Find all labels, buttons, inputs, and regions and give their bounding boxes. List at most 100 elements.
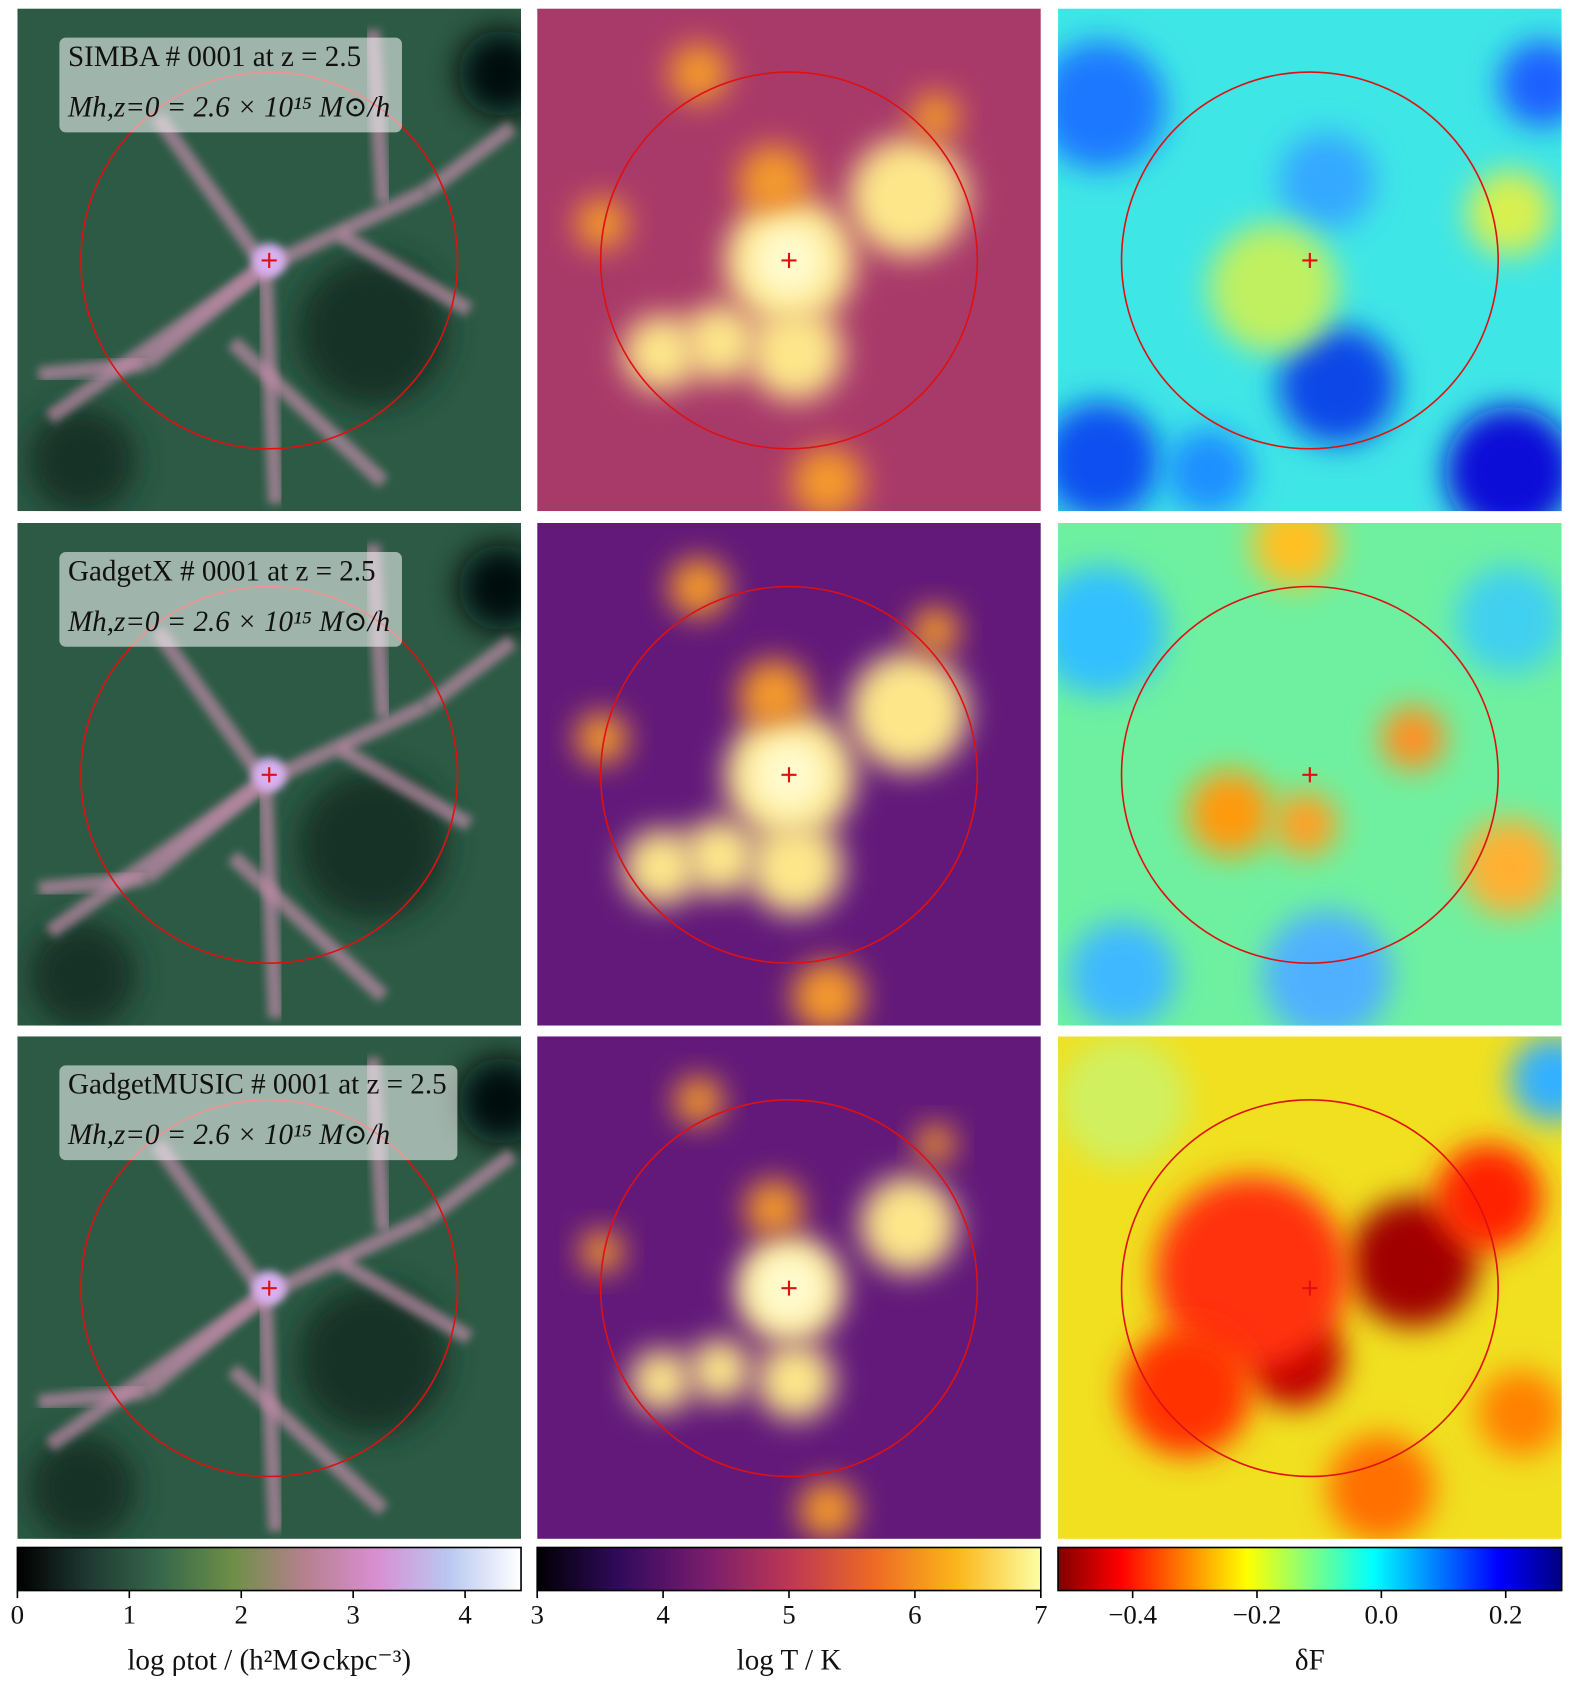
filament — [227, 336, 389, 488]
center-cross — [781, 1280, 797, 1296]
hot-gas — [669, 43, 729, 103]
hot-gas — [756, 1341, 835, 1420]
tick-label: 7 — [1034, 1600, 1047, 1630]
flux-feature — [1187, 770, 1274, 857]
hot-gas — [738, 659, 810, 731]
filament — [38, 1383, 148, 1410]
colorbar-label: δF — [1295, 1644, 1325, 1676]
center-cross — [261, 252, 277, 268]
hot-gas — [915, 1124, 955, 1164]
colorbar-label: log T / K — [737, 1644, 842, 1676]
tick-label: 1 — [123, 1600, 136, 1630]
void — [28, 1434, 136, 1539]
hot-gas — [748, 305, 843, 401]
hot-gas — [849, 652, 968, 771]
center-cross — [781, 252, 797, 268]
tick-label: 6 — [908, 1600, 921, 1630]
panel-label: Mh,z=0 = 2.6 × 10¹⁵ M⊙/h — [67, 606, 390, 638]
hot-gas — [623, 315, 699, 391]
hot-gas — [911, 92, 960, 140]
center-cross — [1302, 1280, 1318, 1296]
void — [297, 770, 448, 922]
aperture-circle — [1120, 71, 1499, 450]
void — [458, 544, 522, 631]
map-panel — [1058, 523, 1562, 1026]
flux-feature — [1461, 818, 1559, 916]
tick-label: −0.2 — [1233, 1600, 1282, 1630]
filament — [141, 1288, 270, 1398]
tick-label: 0.2 — [1489, 1600, 1523, 1630]
hot-gas — [849, 137, 968, 257]
void — [297, 1283, 448, 1435]
hot-gas — [623, 829, 699, 906]
flux-feature — [1445, 406, 1562, 512]
filament — [38, 870, 148, 897]
hot-gas — [860, 1176, 957, 1274]
flux-feature — [1434, 1143, 1543, 1252]
aperture-circle — [599, 71, 979, 450]
panel-label: Mh,z=0 = 2.6 × 10¹⁵ M⊙/h — [67, 1119, 390, 1151]
label-box — [59, 1065, 458, 1161]
filament — [227, 1364, 389, 1516]
hot-gas — [738, 145, 810, 217]
filament — [227, 851, 389, 1003]
filament — [336, 1255, 474, 1345]
aperture-circle — [599, 1099, 979, 1478]
filament — [141, 775, 270, 884]
tick-label: −0.4 — [1108, 1600, 1157, 1630]
void — [458, 1057, 522, 1144]
tick-label: 0 — [11, 1600, 24, 1630]
hot-gas — [575, 197, 628, 250]
colorbar — [16, 1546, 522, 1592]
center-cross — [261, 1280, 277, 1296]
hot-gas — [798, 1480, 857, 1539]
flux-feature — [1122, 1326, 1252, 1457]
flux-feature — [1165, 428, 1252, 512]
center-cross — [261, 767, 277, 783]
panel-label: Mh,z=0 = 2.6 × 10¹⁵ M⊙/h — [67, 91, 390, 123]
hot-gas — [682, 304, 759, 381]
panel-label: SIMBA # 0001 at z = 2.5 — [68, 41, 361, 73]
aperture-circle — [1120, 585, 1499, 964]
filament — [151, 111, 272, 272]
label-box — [59, 552, 402, 647]
tick-label: 0.0 — [1365, 1600, 1399, 1630]
map-panel — [1058, 8, 1562, 512]
tick-label: 4 — [458, 1600, 472, 1630]
filament — [151, 1139, 272, 1299]
void — [28, 921, 136, 1026]
void — [28, 406, 136, 512]
center-cross — [781, 767, 797, 783]
void — [458, 30, 522, 117]
hot-gas — [744, 1179, 803, 1238]
flux-feature — [1273, 792, 1338, 857]
aperture-circle — [1120, 1099, 1499, 1478]
filament — [336, 742, 474, 831]
flux-feature — [1466, 170, 1554, 257]
flux-feature — [1327, 1434, 1435, 1539]
flux-feature — [1499, 40, 1562, 127]
panel-label: GadgetX # 0001 at z = 2.5 — [68, 555, 376, 587]
hot-gas — [792, 961, 864, 1026]
flux-feature — [1154, 1176, 1349, 1370]
flux-feature — [1278, 132, 1376, 230]
tick-label: 3 — [346, 1600, 359, 1630]
hot-gas — [580, 1230, 624, 1273]
filament — [336, 228, 474, 317]
colorbar-label: log ρtot / (h²M⊙ckpc⁻³) — [127, 1644, 411, 1676]
panel-label: GadgetMUSIC # 0001 at z = 2.5 — [68, 1069, 447, 1101]
flux-feature — [1477, 1369, 1562, 1457]
flux-feature — [1068, 921, 1177, 1026]
flux-feature — [1058, 566, 1166, 696]
flux-feature — [1380, 705, 1446, 771]
flux-feature — [1262, 910, 1392, 1026]
flux-feature — [1058, 40, 1166, 171]
hot-gas — [674, 1076, 723, 1126]
flux-feature — [1278, 326, 1398, 445]
tick-label: 4 — [656, 1600, 670, 1630]
hot-gas — [911, 606, 960, 655]
tick-label: 3 — [530, 1600, 543, 1630]
label-box — [59, 37, 402, 133]
